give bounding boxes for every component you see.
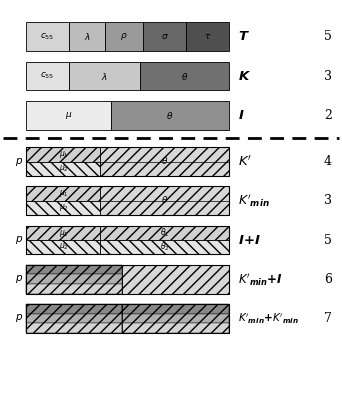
Bar — [26, 186, 229, 215]
Bar — [26, 226, 229, 254]
Text: 7: 7 — [324, 312, 332, 325]
Text: $p$: $p$ — [15, 273, 23, 285]
Bar — [122, 314, 229, 323]
Text: $\theta_1$: $\theta_1$ — [160, 227, 169, 239]
Bar — [100, 186, 229, 215]
Bar — [26, 147, 100, 162]
Bar — [26, 226, 100, 240]
Bar — [186, 22, 229, 51]
Bar — [26, 265, 229, 294]
Bar — [122, 265, 229, 294]
Text: $\boldsymbol{T}$: $\boldsymbol{T}$ — [238, 30, 250, 43]
Bar — [105, 22, 143, 51]
Text: $\lambda$: $\lambda$ — [101, 70, 108, 82]
Text: $\theta$: $\theta$ — [167, 110, 174, 121]
Text: $c_{55}$: $c_{55}$ — [40, 71, 55, 81]
Bar — [26, 162, 100, 176]
Text: $\boldsymbol{I\!+\!I}$: $\boldsymbol{I\!+\!I}$ — [238, 234, 261, 246]
Bar — [100, 226, 229, 240]
Text: $\lambda$: $\lambda$ — [84, 31, 91, 42]
Text: $\boldsymbol{K'}$: $\boldsymbol{K'}$ — [238, 154, 252, 169]
Text: $\boldsymbol{K'}_{\boldsymbol{min}}\boldsymbol{+I}$: $\boldsymbol{K'}_{\boldsymbol{min}}\bold… — [238, 271, 282, 288]
Text: $p$: $p$ — [15, 156, 23, 168]
Text: $\theta_2$: $\theta_2$ — [160, 241, 169, 253]
Bar — [100, 147, 229, 176]
Bar — [26, 284, 122, 294]
Bar — [26, 314, 122, 323]
Bar — [69, 22, 105, 51]
Bar — [26, 240, 100, 254]
Bar — [26, 274, 122, 284]
Text: 5: 5 — [324, 30, 332, 43]
Text: $\theta$: $\theta$ — [181, 70, 188, 82]
Text: $p$: $p$ — [15, 234, 23, 246]
Bar — [26, 265, 122, 274]
Text: $\boldsymbol{K'}_{\boldsymbol{min}}$: $\boldsymbol{K'}_{\boldsymbol{min}}$ — [238, 192, 269, 209]
Bar — [111, 101, 229, 130]
Text: $c_{55}$: $c_{55}$ — [40, 32, 55, 42]
Bar — [26, 304, 122, 314]
Text: $\rho$: $\rho$ — [120, 31, 128, 42]
Text: $\mu_2$: $\mu_2$ — [60, 242, 69, 252]
Text: $\theta$: $\theta$ — [161, 194, 168, 205]
Text: 6: 6 — [324, 273, 332, 286]
Text: 4: 4 — [324, 155, 332, 168]
Text: $\mu_1$: $\mu_1$ — [60, 149, 69, 160]
Bar — [26, 201, 100, 215]
Bar — [26, 147, 229, 176]
Text: 3: 3 — [324, 70, 332, 82]
Bar — [26, 22, 69, 51]
Text: $\mu$: $\mu$ — [65, 110, 72, 121]
Bar — [69, 62, 140, 90]
Bar — [122, 323, 229, 333]
Text: $\mu_1$: $\mu_1$ — [60, 188, 69, 199]
Text: $\boldsymbol{K'}_{\boldsymbol{min}}\boldsymbol{+K'}_{\boldsymbol{min}}$: $\boldsymbol{K'}_{\boldsymbol{min}}\bold… — [238, 311, 299, 326]
Text: $\boldsymbol{I}$: $\boldsymbol{I}$ — [238, 109, 244, 122]
Bar — [26, 62, 69, 90]
Text: $\theta$: $\theta$ — [161, 155, 168, 166]
Bar — [26, 101, 111, 130]
Text: $\mu_2$: $\mu_2$ — [60, 163, 69, 174]
Text: $\tau$: $\tau$ — [204, 32, 211, 41]
Text: 5: 5 — [324, 234, 332, 246]
Text: $\sigma$: $\sigma$ — [160, 32, 169, 41]
Bar — [26, 186, 100, 201]
Text: 3: 3 — [324, 194, 332, 207]
Bar — [143, 22, 186, 51]
Bar — [100, 240, 229, 254]
Text: $p$: $p$ — [15, 312, 23, 324]
Text: $\mu_1$: $\mu_1$ — [60, 228, 69, 238]
Text: $\boldsymbol{K}$: $\boldsymbol{K}$ — [238, 70, 251, 82]
Bar — [122, 304, 229, 314]
Text: $\mu_2$: $\mu_2$ — [60, 202, 69, 213]
Bar — [140, 62, 229, 90]
Text: 2: 2 — [324, 109, 332, 122]
Bar — [26, 304, 229, 333]
Bar — [26, 323, 122, 333]
